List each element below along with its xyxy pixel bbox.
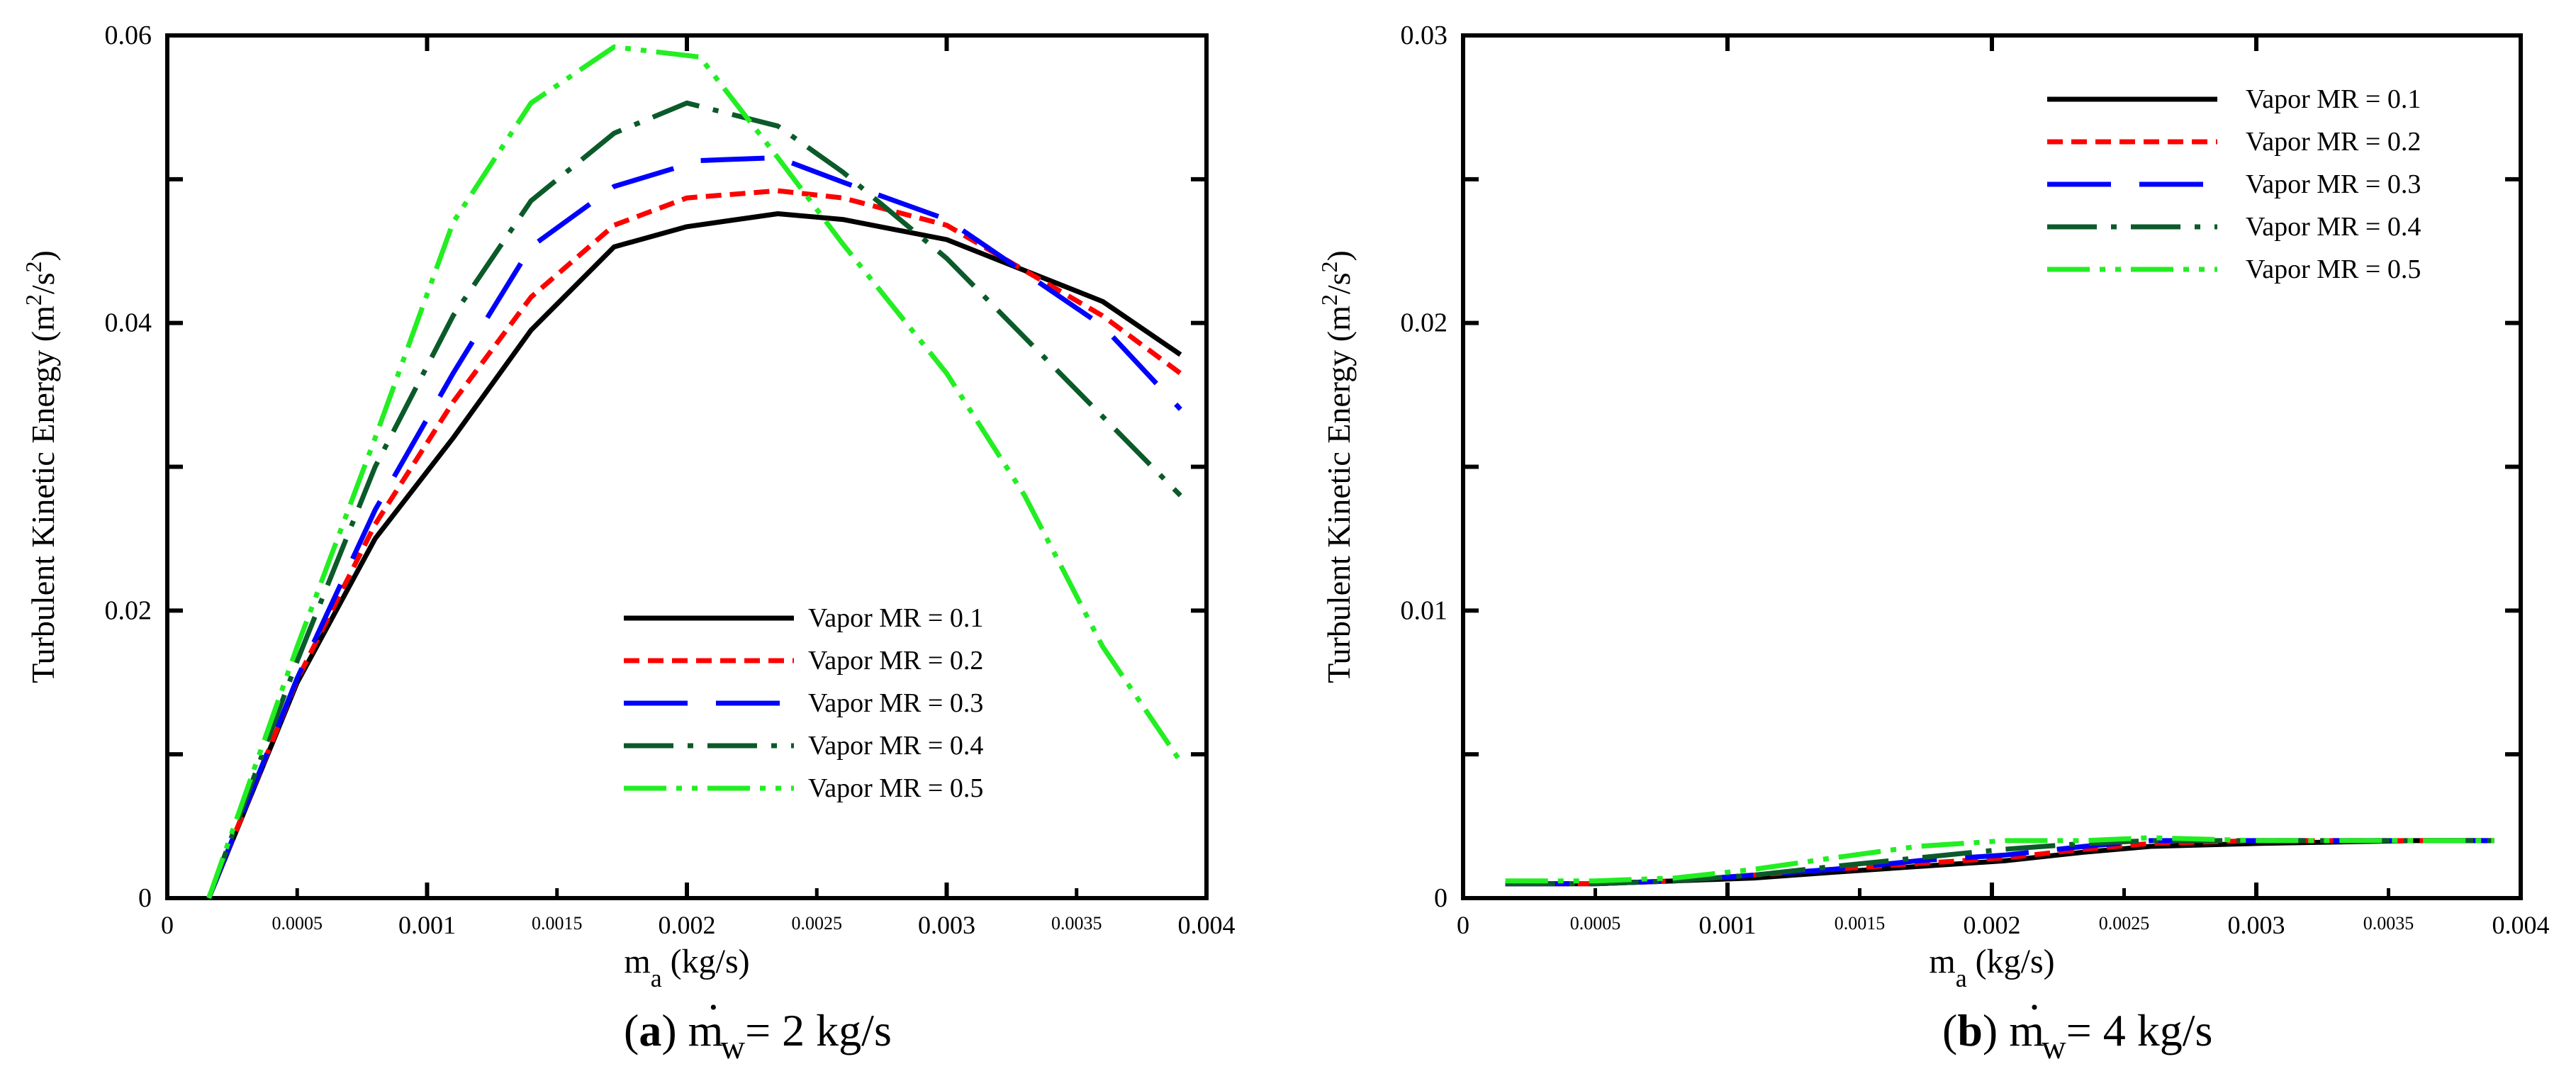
y-tick-label: 0	[138, 883, 152, 913]
x-tick-label: 0.003	[918, 911, 975, 939]
legend-label: Vapor MR = 0.3	[808, 688, 983, 718]
panel-caption: (a) m·w= 2 kg/s	[624, 984, 892, 1066]
panel-a-chart: 0 0.02 0.04 0.06 0 0.001 0.002 0.003 0.004 0.0005…	[21, 21, 1236, 1066]
series-line-5	[206, 44, 1183, 900]
series-line-4	[206, 100, 1182, 900]
legend-label: Vapor MR = 0.2	[2246, 127, 2421, 157]
series-line-1	[1505, 838, 2494, 887]
x-tick-label: 0.001	[398, 911, 456, 939]
legend-label: Vapor MR = 0.4	[2246, 212, 2421, 242]
y-tick-label: 0.06	[105, 21, 152, 50]
legend-label: Vapor MR = 0.3	[2246, 169, 2421, 199]
series-line-1	[206, 211, 1182, 900]
legend-label: Vapor MR = 0.2	[808, 646, 983, 676]
legend-label: Vapor MR = 0.5	[808, 773, 983, 803]
y-tick-label: 0.04	[105, 308, 152, 338]
panel-b-chart: 0 0.01 0.02 0.03 0 0.001 0.002 0.003 0.004 0.0005…	[1316, 21, 2550, 1066]
x-minor-tick-label: 0.0015	[1835, 913, 1886, 934]
series-line-2	[206, 188, 1182, 900]
legend-label: Vapor MR = 0.1	[2246, 84, 2421, 114]
x-minor-tick-label: 0.0025	[2099, 913, 2150, 934]
y-tick-label: 0.02	[105, 595, 152, 625]
y-tick-label: 0.02	[1401, 308, 1448, 338]
x-minor-tick-label: 0.0035	[2363, 913, 2414, 934]
x-axis-title: ma (kg/s)	[624, 943, 749, 992]
x-minor-tick-label: 0.0035	[1051, 913, 1102, 934]
x-tick-label: 0.002	[659, 911, 716, 939]
legend-label: Vapor MR = 0.4	[808, 731, 983, 761]
plot-frame	[165, 33, 1209, 900]
legend-label: Vapor MR = 0.5	[2246, 254, 2421, 284]
x-tick-label: 0	[1457, 911, 1469, 939]
legend: Vapor MR = 0.1 Vapor MR = 0.2 Vapor MR = 0…	[624, 603, 983, 803]
x-tick-label: 0.003	[2228, 911, 2285, 939]
y-tick-label: 0.03	[1401, 21, 1448, 50]
x-tick-label: 0.001	[1699, 911, 1757, 939]
x-tick-label: 0.002	[1964, 911, 2021, 939]
panel-caption: (b) m·w= 4 kg/s	[1942, 984, 2212, 1066]
legend-label: Vapor MR = 0.1	[808, 603, 983, 633]
x-tick-label: 0.004	[2492, 911, 2550, 939]
x-minor-tick-label: 0.0005	[272, 913, 323, 934]
x-axis-title: ma (kg/s)	[1929, 943, 2054, 992]
x-tick-label: 0	[161, 911, 174, 939]
y-tick-label: 0	[1434, 883, 1447, 913]
y-axis-title: Turbulent Kinetic Energy (m2/s2)	[21, 250, 61, 683]
series-line-5	[1505, 835, 2494, 884]
y-axis-title: Turbulent Kinetic Energy (m2/s2)	[1316, 250, 1357, 683]
x-minor-tick-label: 0.0015	[532, 913, 583, 934]
series-line-3	[206, 155, 1182, 900]
plot-frame	[1461, 33, 2523, 900]
x-minor-tick-label: 0.0005	[1570, 913, 1621, 934]
y-tick-label: 0.01	[1401, 595, 1448, 625]
legend: Vapor MR = 0.1 Vapor MR = 0.2 Vapor MR = 0…	[2047, 84, 2421, 284]
x-minor-tick-label: 0.0025	[792, 913, 843, 934]
x-tick-label: 0.004	[1178, 911, 1236, 939]
